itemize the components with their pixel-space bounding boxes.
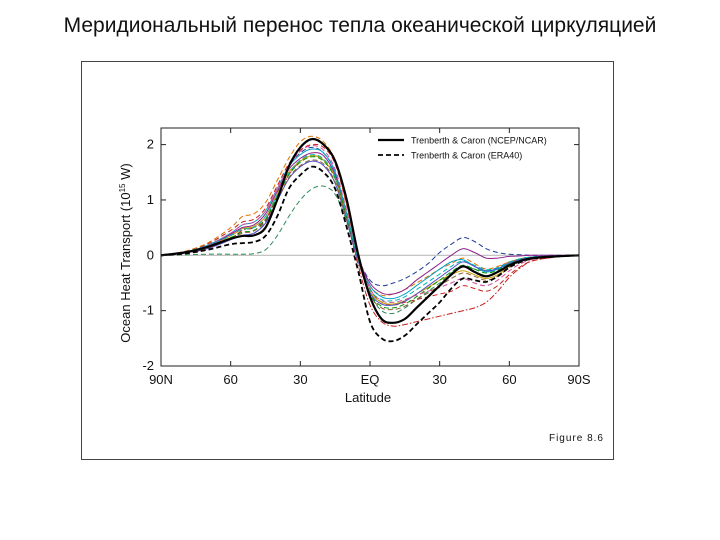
legend: Trenberth & Caron (NCEP/NCAR) Trenberth &… bbox=[378, 136, 547, 161]
y-tick-label-3: 0 bbox=[147, 247, 154, 262]
x-tick-label-1: 90N bbox=[149, 372, 173, 387]
series-line-15 bbox=[160, 154, 580, 302]
x-tick-label-2: 60 bbox=[223, 372, 237, 387]
y-axis-label: Ocean Heat Transport (1015 W) bbox=[118, 163, 133, 342]
series-layer bbox=[160, 135, 580, 343]
figure-label: Figure 8.6 bbox=[549, 433, 604, 444]
plot-area: 90N 60 30 EQ 30 60 90S 2 1 0 -1 -2 bbox=[142, 127, 591, 387]
series-line-13 bbox=[160, 145, 580, 303]
series-line-12 bbox=[160, 160, 580, 306]
x-axis-label: Latitude bbox=[345, 390, 391, 405]
y-tick-label-2: 1 bbox=[147, 192, 154, 207]
y-tick-label-1: 2 bbox=[147, 137, 154, 152]
series-line-10 bbox=[160, 155, 580, 305]
legend-label-2: Trenberth & Caron (ERA40) bbox=[411, 151, 522, 161]
axes-box bbox=[160, 127, 580, 367]
series-line-4 bbox=[160, 146, 579, 287]
x-tick-label-5: 30 bbox=[432, 372, 446, 387]
series-line-5 bbox=[160, 143, 580, 306]
y-tick-label-4: -1 bbox=[142, 303, 154, 318]
y-axis-label-unit: W) bbox=[118, 163, 133, 183]
series-line-1 bbox=[160, 137, 580, 324]
slide-title: Меридиональный перенос тепла океаническо… bbox=[63, 14, 657, 37]
y-axis-ticks: 2 1 0 -1 -2 bbox=[142, 137, 579, 373]
x-tick-label-6: 60 bbox=[502, 372, 516, 387]
y-axis-label-exponent: 15 bbox=[118, 183, 127, 192]
series-line-2 bbox=[160, 165, 580, 343]
x-tick-label-4: EQ bbox=[361, 372, 380, 387]
x-tick-label-7: 90S bbox=[567, 372, 590, 387]
series-line-7 bbox=[160, 155, 580, 327]
x-tick-label-3: 30 bbox=[293, 372, 307, 387]
series-line-14 bbox=[160, 159, 580, 311]
x-axis-ticks: 90N 60 30 EQ 30 60 90S bbox=[149, 128, 591, 387]
series-line-8 bbox=[160, 148, 580, 300]
y-tick-label-5: -2 bbox=[142, 358, 154, 373]
y-axis-label-text: Ocean Heat Transport (10 bbox=[118, 192, 133, 342]
legend-label-1: Trenberth & Caron (NCEP/NCAR) bbox=[411, 136, 547, 146]
series-line-9 bbox=[160, 152, 579, 295]
